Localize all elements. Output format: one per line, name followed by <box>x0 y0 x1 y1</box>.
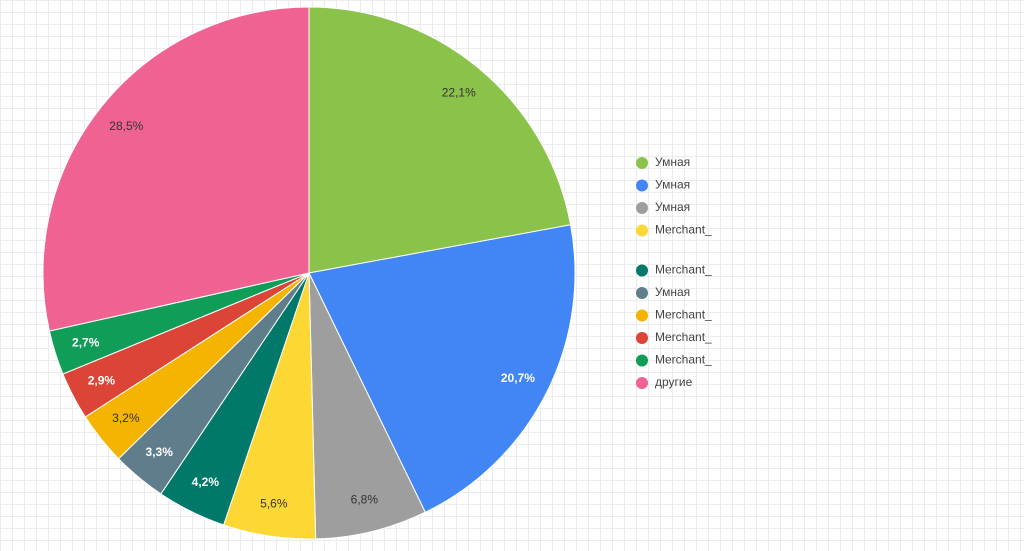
slice-label: 4,2% <box>192 475 220 489</box>
legend-marker <box>636 332 648 344</box>
slice-label: 5,6% <box>260 497 288 511</box>
legend-label: Merchant_ <box>655 263 712 277</box>
slice-label: 2,7% <box>72 335 100 349</box>
legend-marker <box>636 287 648 299</box>
legend-marker <box>636 377 648 389</box>
legend-label: Merchant_ <box>655 223 712 237</box>
slice-label: 28,5% <box>109 119 143 133</box>
legend-marker <box>636 202 648 214</box>
pie-slice <box>42 6 310 332</box>
legend-label: Merchant_ <box>655 353 712 367</box>
legend-label: Умная <box>655 178 690 192</box>
legend-marker <box>636 157 648 169</box>
slice-label: 3,3% <box>146 445 174 459</box>
legend-marker <box>636 179 648 192</box>
slice-label: 6,8% <box>351 493 379 507</box>
legend-marker <box>636 224 648 237</box>
legend-label: Умная <box>655 200 690 214</box>
pie-slice <box>308 6 572 274</box>
legend-label: Умная <box>655 155 690 169</box>
legend-label: другие <box>655 375 693 389</box>
slice-label: 3,2% <box>112 411 140 425</box>
slice-label: 20,7% <box>501 371 535 385</box>
legend-label: Умная <box>655 285 690 299</box>
legend-label: Merchant_ <box>655 308 712 322</box>
legend-label: Merchant_ <box>655 330 712 344</box>
legend-marker <box>636 264 648 277</box>
pie-slice <box>308 272 426 540</box>
legend-marker <box>636 354 648 367</box>
legend-marker <box>636 309 648 322</box>
slice-label: 22,1% <box>442 85 476 99</box>
pie-slice <box>308 224 576 513</box>
slice-label: 2,9% <box>88 373 116 387</box>
